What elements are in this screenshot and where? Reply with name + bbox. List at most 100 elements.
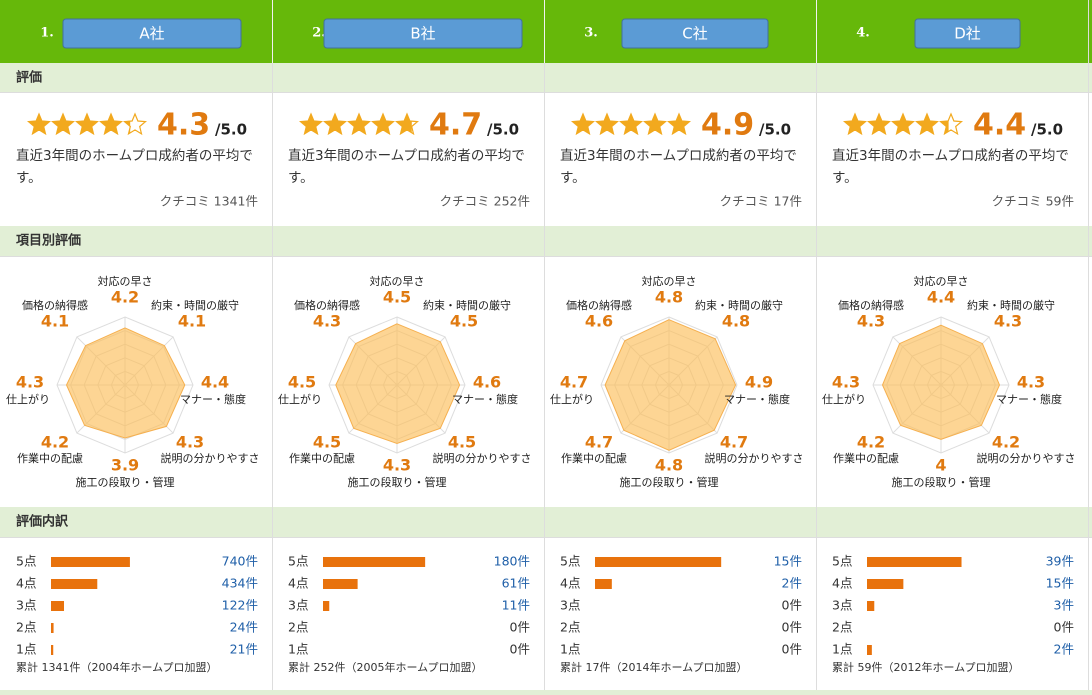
radar-value: 4.5 <box>383 288 411 307</box>
company-name[interactable]: B社 <box>410 25 435 43</box>
radar-axis-label: 価格の納得感 <box>566 298 632 312</box>
radar-value: 4.8 <box>722 312 750 331</box>
score-label: 3点 <box>16 598 36 613</box>
review-count: クチコミ 1341件 <box>160 194 258 209</box>
star-fill <box>372 114 394 134</box>
star-fill <box>844 114 866 134</box>
radar-value: 4.3 <box>313 312 341 331</box>
company-name[interactable]: A社 <box>139 25 164 43</box>
radar-axis-label: 施工の段取り・管理 <box>620 475 719 489</box>
count-bar <box>51 645 54 655</box>
rank: 3. <box>584 26 598 41</box>
score-label: 4点 <box>560 576 580 591</box>
radar-axis-label: 仕上がり <box>550 392 594 406</box>
rating-stars <box>298 112 420 136</box>
count-label: 15件 <box>1046 576 1074 591</box>
company-button[interactable] <box>323 18 523 49</box>
radar-area <box>604 319 737 451</box>
star-fill <box>572 114 594 134</box>
company-button[interactable] <box>914 18 1021 49</box>
score-label: 1点 <box>832 642 852 657</box>
rating-scale: /5.0 <box>487 121 519 139</box>
score-label: 1点 <box>560 642 580 657</box>
footnote: 累計 252件（2005年ホームプロ加盟） <box>288 660 483 674</box>
radar-axis-label: 対応の早さ <box>642 274 697 288</box>
radar-value: 4.2 <box>41 433 69 452</box>
radar-value: 4.1 <box>41 312 69 331</box>
radar-value: 4.5 <box>313 433 341 452</box>
radar-value: 4.3 <box>857 312 885 331</box>
section-bar <box>0 507 1092 537</box>
company-button[interactable] <box>621 18 769 49</box>
score-label: 1点 <box>288 642 308 657</box>
section-title: 評価内訳 <box>16 514 69 530</box>
radar-value: 4.7 <box>560 373 588 392</box>
star-fill <box>396 114 412 134</box>
rating-scale: /5.0 <box>1031 121 1063 139</box>
rank: 1. <box>40 26 54 41</box>
count-label: 0件 <box>510 642 530 657</box>
star-fill <box>28 114 50 134</box>
score-label: 2点 <box>288 620 308 635</box>
score-label: 3点 <box>832 598 852 613</box>
count-label: 0件 <box>782 620 802 635</box>
rating-stars <box>570 112 692 136</box>
score-label: 5点 <box>288 554 308 569</box>
radar-value: 4.3 <box>383 456 411 475</box>
radar-axis-label: マナー・態度 <box>180 392 246 406</box>
radar-axis-label: 約束・時間の厳守 <box>695 298 783 312</box>
company-name[interactable]: D社 <box>954 25 981 43</box>
count-label: 2件 <box>782 576 802 591</box>
section-bar <box>0 63 1092 93</box>
star-fill <box>940 119 949 134</box>
radar-value: 4.8 <box>655 288 683 307</box>
star-fill <box>124 121 131 134</box>
count-label: 24件 <box>230 620 258 635</box>
review-count: クチコミ 17件 <box>720 194 802 209</box>
footnote: 累計 59件（2012年ホームプロ加盟） <box>832 660 1020 674</box>
count-label: 3件 <box>1054 598 1074 613</box>
review-count: クチコミ 252件 <box>440 194 530 209</box>
radar-axis-label: マナー・態度 <box>996 392 1062 406</box>
radar-value: 4.3 <box>176 433 204 452</box>
count-bar <box>51 601 65 611</box>
radar-value: 4 <box>935 456 946 475</box>
score-label: 4点 <box>288 576 308 591</box>
score-label: 2点 <box>16 620 36 635</box>
rating-stars <box>26 112 148 136</box>
radar-value: 4.4 <box>201 373 229 392</box>
count-label: 180件 <box>494 554 530 569</box>
radar-axis-label: 対応の早さ <box>98 274 153 288</box>
radar-value: 4.5 <box>448 433 476 452</box>
count-label: 122件 <box>222 598 258 613</box>
radar-value: 4.6 <box>473 373 501 392</box>
radar-axis-label: 説明の分かりやすさ <box>433 451 532 465</box>
company-name[interactable]: C社 <box>682 25 707 43</box>
count-label: 21件 <box>230 642 258 657</box>
radar-value: 4.4 <box>927 288 955 307</box>
radar-axis-label: 施工の段取り・管理 <box>76 475 175 489</box>
radar-area <box>881 324 1001 440</box>
radar-axis-label: 説明の分かりやすさ <box>705 451 804 465</box>
description: 直近3年間のホームプロ成約者の平均です。 <box>16 148 253 186</box>
count-label: 0件 <box>782 642 802 657</box>
radar-axis-label: 対応の早さ <box>914 274 969 288</box>
rank: 2. <box>312 26 326 41</box>
radar-value: 4.3 <box>832 373 860 392</box>
count-bar <box>323 601 330 611</box>
count-label: 39件 <box>1046 554 1074 569</box>
review-count: クチコミ 59件 <box>992 194 1074 209</box>
bottom-bar <box>0 690 1092 695</box>
radar-value: 4.2 <box>992 433 1020 452</box>
count-label: 0件 <box>510 620 530 635</box>
radar-axis-label: 施工の段取り・管理 <box>892 475 991 489</box>
rating-value: 4.4 <box>973 108 1026 143</box>
radar-value: 4.2 <box>111 288 139 307</box>
count-label: 740件 <box>222 554 258 569</box>
company-button[interactable] <box>62 18 242 49</box>
star-fill <box>348 114 370 134</box>
radar-axis-label: マナー・態度 <box>452 392 518 406</box>
score-label: 5点 <box>832 554 852 569</box>
score-label: 2点 <box>832 620 852 635</box>
